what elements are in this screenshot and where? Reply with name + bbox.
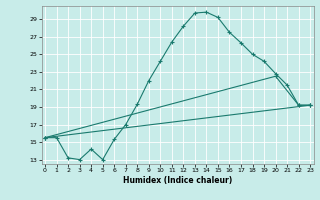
X-axis label: Humidex (Indice chaleur): Humidex (Indice chaleur) — [123, 176, 232, 185]
